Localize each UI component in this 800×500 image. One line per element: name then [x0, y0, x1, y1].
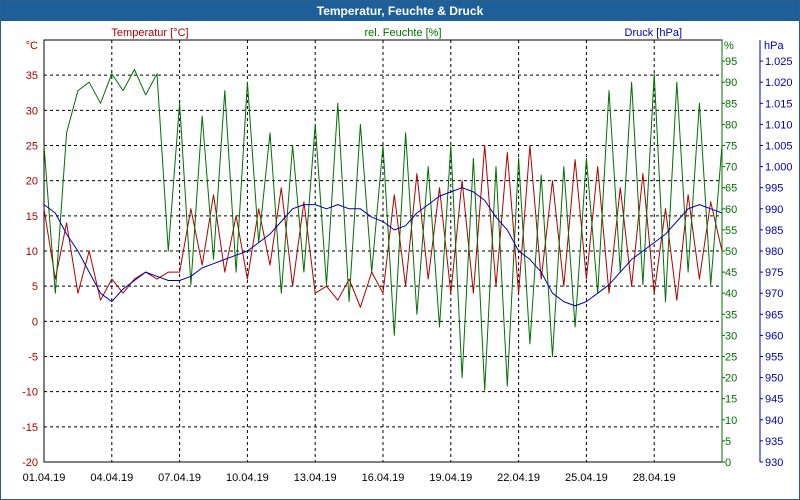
y-tick-label-temperature: 35: [26, 70, 38, 82]
temperature-line: [43, 145, 723, 308]
y-tick-label-pressure: 990: [765, 204, 783, 216]
y-tick-label-pressure: 940: [765, 415, 783, 427]
y-tick-label-humidity: 45: [725, 267, 737, 279]
y-tick-label-pressure: 1.025: [765, 56, 793, 68]
grid-lines: [43, 39, 723, 463]
y-tick-label-pressure: 1.020: [765, 77, 793, 89]
y-tick-label-temperature: 15: [26, 211, 38, 223]
y-tick-label-humidity: 90: [725, 77, 737, 89]
y-tick-label-temperature: 20: [26, 176, 38, 188]
y-tick-label-pressure: 970: [765, 288, 783, 300]
humidity-line: [43, 69, 723, 391]
window-title: Temperatur, Feuchte & Druck: [1, 1, 799, 21]
y-tick-label-humidity: 30: [725, 330, 737, 342]
y-tick-label-humidity: 15: [725, 394, 737, 406]
y-tick-label-pressure: 930: [765, 457, 783, 469]
axes: 01.04.19 04.04.19 07.04.19 10.04.19 13.04.19…: [22, 40, 793, 484]
x-tick-label: 16.04.19: [362, 472, 405, 484]
y-tick-label-humidity: 50: [725, 246, 737, 258]
y-tick-label-temperature: 5: [32, 281, 38, 293]
y-tick-label-pressure: 980: [765, 246, 783, 258]
y-tick-label-pressure: 1.010: [765, 119, 793, 131]
right-axis-unit-humidity: %: [724, 40, 734, 52]
y-tick-label-temperature: -5: [28, 352, 38, 364]
legend-pressure: Druck [hPa]: [625, 27, 682, 39]
x-tick-label: 19.04.19: [429, 472, 472, 484]
y-tick-label-temperature: 25: [26, 141, 38, 153]
y-tick-label-humidity: 5: [725, 436, 731, 448]
y-tick-label-humidity: 85: [725, 98, 737, 110]
y-tick-label-pressure: 1.005: [765, 141, 793, 153]
x-tick-label: 22.04.19: [497, 472, 540, 484]
y-tick-label-humidity: 20: [725, 373, 737, 385]
y-tick-label-temperature: 30: [26, 105, 38, 117]
y-tick-label-pressure: 995: [765, 183, 783, 195]
y-tick-label-pressure: 975: [765, 267, 783, 279]
y-tick-label-humidity: 80: [725, 119, 737, 131]
y-tick-label-humidity: 35: [725, 309, 737, 321]
y-tick-label-pressure: 985: [765, 225, 783, 237]
y-tick-label-humidity: 10: [725, 415, 737, 427]
x-tick-label: 10.04.19: [226, 472, 269, 484]
series-lines: [43, 69, 723, 391]
y-tick-label-pressure: 960: [765, 330, 783, 342]
x-tick-label: 25.04.19: [565, 472, 608, 484]
legend: Temperatur [°C] rel. Feuchte [%] Druck […: [26, 27, 785, 52]
y-tick-label-pressure: 945: [765, 394, 783, 406]
legend-humidity: rel. Feuchte [%]: [364, 27, 441, 39]
y-tick-label-pressure: 950: [765, 373, 783, 385]
y-tick-label-pressure: 935: [765, 436, 783, 448]
y-tick-label-temperature: -15: [22, 422, 38, 434]
y-tick-label-temperature: 0: [32, 316, 38, 328]
y-tick-label-pressure: 1.015: [765, 98, 793, 110]
y-tick-label-humidity: 65: [725, 183, 737, 195]
x-tick-label: 28.04.19: [633, 472, 676, 484]
y-tick-label-temperature: -10: [22, 387, 38, 399]
y-tick-label-temperature: -20: [22, 457, 38, 469]
x-tick-label: 04.04.19: [90, 472, 133, 484]
y-tick-label-humidity: 0: [725, 457, 731, 469]
y-tick-label-humidity: 55: [725, 225, 737, 237]
x-tick-label: 01.04.19: [23, 472, 66, 484]
legend-temperature: Temperatur [°C]: [111, 27, 188, 39]
y-tick-label-humidity: 40: [725, 288, 737, 300]
y-tick-label-pressure: 965: [765, 309, 783, 321]
y-tick-label-humidity: 60: [725, 204, 737, 216]
left-axis-unit: °C: [26, 40, 38, 52]
y-tick-label-humidity: 75: [725, 141, 737, 153]
x-tick-label: 13.04.19: [294, 472, 337, 484]
right-axis-unit-pressure: hPa: [764, 40, 784, 52]
y-tick-label-pressure: 1.000: [765, 162, 793, 174]
y-tick-label-humidity: 25: [725, 352, 737, 364]
x-tick-label: 07.04.19: [158, 472, 201, 484]
y-tick-label-humidity: 95: [725, 56, 737, 68]
pressure-line: [43, 187, 723, 307]
y-tick-label-pressure: 955: [765, 352, 783, 364]
y-tick-label-temperature: 10: [26, 246, 38, 258]
y-tick-label-humidity: 70: [725, 162, 737, 174]
